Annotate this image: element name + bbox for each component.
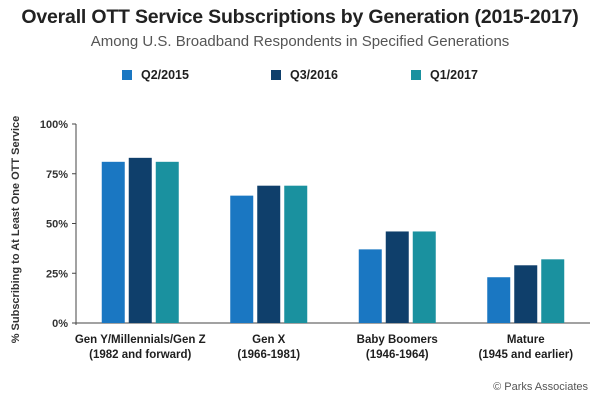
y-tick-label: 0% — [52, 318, 68, 330]
bar — [101, 161, 125, 323]
bar — [514, 265, 538, 323]
legend-item-q2-2015: Q2/2015 — [122, 66, 189, 84]
bar — [412, 231, 436, 323]
legend-swatch-q2-2015 — [122, 70, 132, 80]
legend-item-q3-2016: Q3/2016 — [271, 66, 338, 84]
legend-label-q2-2015: Q2/2015 — [141, 68, 189, 82]
bar — [128, 157, 152, 323]
y-tick-label: 50% — [46, 219, 68, 231]
bar — [230, 195, 254, 323]
bar — [284, 185, 308, 323]
source-credit: © Parks Associates — [493, 381, 588, 393]
bar — [541, 259, 565, 323]
legend-label-q3-2016: Q3/2016 — [290, 68, 338, 82]
y-axis-title: % Subscribing to At Least One OTT Servic… — [10, 116, 22, 344]
y-tick-label: 100% — [40, 119, 68, 131]
y-tick-label: 25% — [46, 268, 68, 280]
x-tick-label: (1982 and forward) — [89, 349, 191, 361]
x-tick-label: Gen X — [252, 334, 286, 346]
legend: Q2/2015 Q3/2016 Q1/2017 — [0, 66, 600, 84]
bar — [155, 161, 179, 323]
legend-swatch-q3-2016 — [271, 70, 281, 80]
bar — [385, 231, 409, 323]
bar — [487, 277, 511, 323]
bar — [358, 249, 382, 323]
x-tick-label: (1966-1981) — [237, 349, 300, 361]
bar — [257, 185, 281, 323]
x-tick-label: Mature — [507, 334, 545, 346]
legend-item-q1-2017: Q1/2017 — [411, 66, 478, 84]
chart-title: Overall OTT Service Subscriptions by Gen… — [21, 6, 579, 28]
legend-swatch-q1-2017 — [411, 70, 421, 80]
x-tick-label: Gen Y/Millennials/Gen Z — [75, 334, 206, 346]
x-tick-label: (1946-1964) — [366, 349, 429, 361]
y-tick-label: 75% — [46, 169, 68, 181]
chart-subtitle: Among U.S. Broadband Respondents in Spec… — [90, 33, 510, 50]
legend-label-q1-2017: Q1/2017 — [430, 68, 478, 82]
x-tick-label: (1945 and earlier) — [478, 349, 573, 361]
x-tick-label: Baby Boomers — [357, 334, 438, 346]
